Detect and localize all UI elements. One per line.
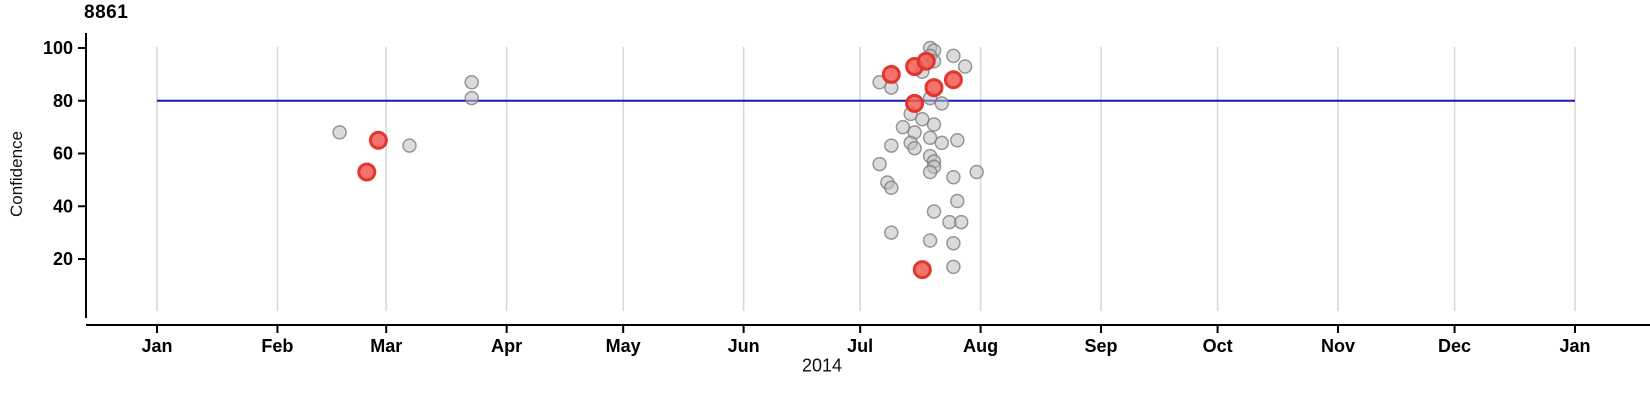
scatter-point-normal	[332, 125, 347, 140]
scatter-point-normal	[884, 225, 899, 240]
x-tick-label: Feb	[261, 336, 293, 356]
chart-title: 8861	[84, 2, 129, 23]
scatter-point-normal	[907, 140, 922, 156]
scatter-point-normal	[922, 233, 938, 248]
y-tick-label: 20	[53, 249, 73, 269]
scatter-point-normal	[934, 135, 950, 151]
scatter-point-flagged	[924, 78, 944, 98]
scatter-point-normal	[926, 117, 942, 132]
y-tick-label: 100	[43, 38, 73, 58]
scatter-point-flagged	[881, 64, 901, 84]
scatter-point-normal	[922, 130, 938, 145]
scatter-point-flagged	[943, 70, 963, 90]
scatter-point-flagged	[357, 162, 377, 182]
y-axis-label: Confidence	[7, 130, 26, 218]
scatter-point-normal	[946, 169, 961, 185]
scatter-point-flagged	[905, 93, 925, 113]
x-tick-label: Oct	[1203, 336, 1233, 356]
scatter-point-normal	[464, 90, 479, 106]
x-tick-label: Apr	[491, 336, 522, 356]
y-tick-label: 40	[53, 196, 73, 216]
scatter-point-normal	[950, 133, 965, 148]
scatter-point-flagged	[368, 130, 388, 150]
x-tick-label: Jul	[847, 336, 873, 356]
x-tick-label: Aug	[963, 336, 998, 356]
scatter-point-normal	[872, 156, 887, 172]
scatter-point-normal	[934, 96, 950, 111]
x-tick-label: Dec	[1438, 336, 1471, 356]
x-tick-label: May	[606, 336, 641, 356]
scatter-point-normal	[895, 119, 911, 135]
x-tick-label: Jan	[141, 336, 172, 356]
scatter-point-normal	[953, 214, 969, 230]
scatter-point-normal	[950, 193, 965, 209]
scatter-point-normal	[946, 259, 961, 275]
scatter-point-normal	[915, 111, 930, 127]
scatter-point-normal	[957, 59, 973, 74]
scatter-point-normal	[946, 48, 961, 64]
y-tick-label: 80	[53, 91, 73, 111]
scatter-point-normal	[402, 138, 417, 153]
scatter-point-normal	[946, 235, 961, 251]
scatter-point-normal	[926, 204, 942, 219]
x-tick-label: Jun	[728, 336, 760, 356]
y-tick-label: 60	[53, 144, 73, 164]
scatter-point-flagged	[916, 51, 936, 71]
scatter-point-normal	[922, 164, 938, 180]
scatter-point-normal	[969, 164, 984, 180]
scatter-point-normal	[884, 138, 899, 153]
x-tick-label: Mar	[370, 336, 402, 356]
scatter-point-normal	[464, 75, 479, 90]
x-axis-label: 2014	[801, 355, 843, 376]
scatter-point-normal	[884, 180, 899, 196]
x-tick-label: Nov	[1321, 336, 1355, 356]
x-tick-label: Jan	[1559, 336, 1590, 356]
scatter-point-flagged	[912, 260, 932, 280]
x-tick-label: Sep	[1085, 336, 1118, 356]
